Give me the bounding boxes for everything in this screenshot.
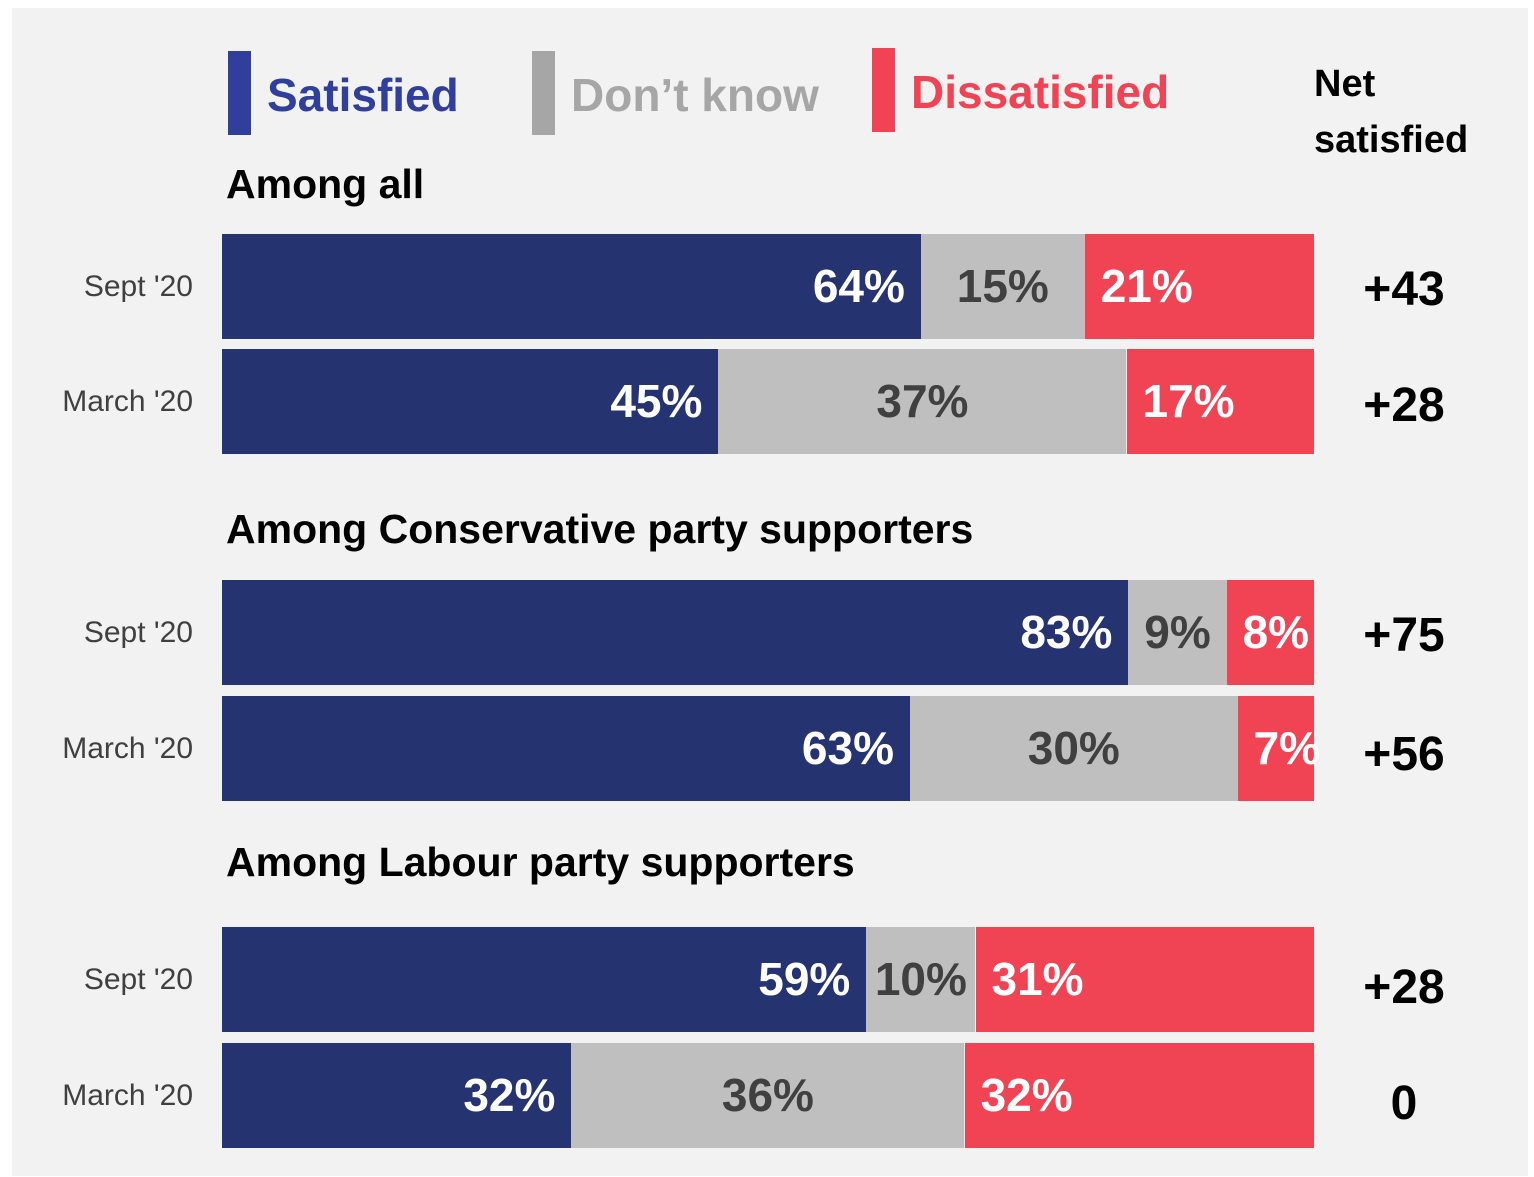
net-satisfied-value: +28 bbox=[1363, 961, 1445, 1014]
bar-value-label-satisfied: 45% bbox=[610, 375, 703, 427]
row-label: Sept '20 bbox=[83, 270, 193, 303]
net-satisfied-value: +28 bbox=[1363, 379, 1445, 432]
bar-value-label-dissatisfied: 17% bbox=[1142, 375, 1235, 427]
bar-segment-dont-know bbox=[910, 696, 1238, 801]
legend-label-satisfied: Satisfied bbox=[267, 69, 459, 121]
bar-value-label-satisfied: 83% bbox=[1020, 606, 1113, 658]
bar-segment-dont-know bbox=[571, 1043, 965, 1148]
bar-value-label-dissatisfied: 32% bbox=[980, 1069, 1073, 1121]
legend-swatch-dont-know bbox=[532, 51, 555, 135]
section-title: Among all bbox=[226, 161, 425, 207]
stacked-bar: 45% 37% 17% bbox=[222, 349, 1314, 454]
bar-segment-dont-know bbox=[1128, 580, 1227, 685]
bar-segment-dont-know bbox=[866, 927, 976, 1032]
bar-segment-dissatisfied bbox=[1226, 580, 1314, 685]
bar-value-label-dont-know: 30% bbox=[1027, 722, 1120, 774]
net-satisfied-value: +43 bbox=[1363, 263, 1445, 316]
bar-value-label-dont-know: 9% bbox=[1144, 606, 1211, 658]
row-label: Sept '20 bbox=[83, 963, 193, 996]
section-title: Among Conservative party supporters bbox=[226, 506, 974, 552]
stacked-bar: 64% 15% 21% bbox=[222, 234, 1314, 339]
bar-value-label-dont-know: 10% bbox=[874, 953, 967, 1005]
bar-segment-dont-know bbox=[718, 349, 1127, 454]
bar-segment-dissatisfied bbox=[975, 927, 1314, 1032]
bar-segment-dissatisfied bbox=[1126, 349, 1314, 454]
bar-segment-satisfied bbox=[222, 1043, 572, 1148]
bar-value-label-satisfied: 32% bbox=[463, 1069, 556, 1121]
net-satisfied-value: +56 bbox=[1363, 728, 1445, 781]
bar-segment-dissatisfied bbox=[1237, 696, 1314, 801]
legend-swatch-satisfied bbox=[228, 51, 251, 135]
row-label: March '20 bbox=[62, 385, 193, 418]
bar-value-label-dissatisfied: 8% bbox=[1242, 606, 1310, 658]
net-header-line1: Net bbox=[1314, 63, 1376, 105]
legend-label-dissatisfied: Dissatisfied bbox=[911, 66, 1170, 118]
bar-value-label-dont-know: 15% bbox=[956, 260, 1049, 312]
bar-value-label-dont-know: 37% bbox=[876, 375, 969, 427]
bar-segment-satisfied bbox=[222, 927, 867, 1032]
bar-segment-satisfied bbox=[222, 696, 910, 801]
legend-swatch-dissatisfied bbox=[872, 48, 895, 132]
net-header-line2: satisfied bbox=[1314, 119, 1469, 161]
bar-value-label-satisfied: 59% bbox=[758, 953, 851, 1005]
bar-value-label-dissatisfied: 31% bbox=[991, 953, 1084, 1005]
bar-value-label-satisfied: 63% bbox=[801, 722, 894, 774]
bar-segment-satisfied bbox=[222, 234, 921, 339]
legend-label-dont-know: Don’t know bbox=[571, 69, 819, 121]
row-label: Sept '20 bbox=[83, 616, 193, 649]
bar-segment-dont-know bbox=[920, 234, 1085, 339]
stacked-bar: 32% 36% 32% bbox=[222, 1043, 1314, 1148]
net-satisfied-header: Net satisfied bbox=[1314, 56, 1468, 168]
bar-value-label-dissatisfied: 21% bbox=[1100, 260, 1193, 312]
bar-value-label-dissatisfied: 7% bbox=[1253, 722, 1321, 774]
bar-segment-dissatisfied bbox=[1084, 234, 1314, 339]
net-satisfied-value: +75 bbox=[1363, 609, 1445, 662]
stacked-bar: 83% 9% 8% bbox=[222, 580, 1314, 685]
row-label: March '20 bbox=[62, 1079, 193, 1112]
bar-value-label-satisfied: 64% bbox=[812, 260, 905, 312]
section-title: Among Labour party supporters bbox=[226, 839, 855, 885]
bar-segment-satisfied bbox=[222, 349, 719, 454]
stacked-bar: 63% 30% 7% bbox=[222, 696, 1320, 801]
row-label: March '20 bbox=[62, 732, 193, 765]
bar-segment-dissatisfied bbox=[964, 1043, 1314, 1148]
net-satisfied-value: 0 bbox=[1390, 1077, 1418, 1130]
bar-value-label-dont-know: 36% bbox=[721, 1069, 814, 1121]
stacked-bar: 59% 10% 31% bbox=[222, 927, 1314, 1032]
bar-segment-satisfied bbox=[222, 580, 1129, 685]
